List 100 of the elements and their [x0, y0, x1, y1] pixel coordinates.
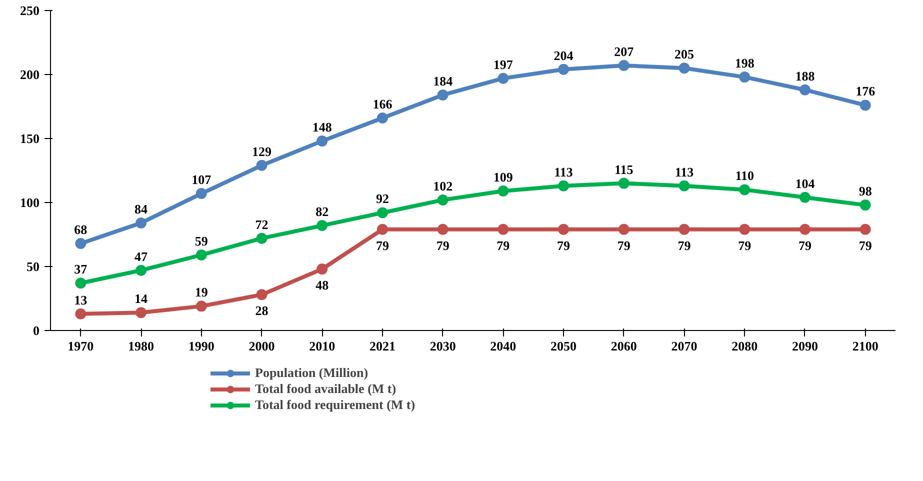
point: [618, 178, 630, 189]
y-tick-label: 50: [26, 259, 40, 274]
data-label: 198: [734, 56, 755, 71]
point: [618, 60, 630, 72]
data-label: 79: [858, 238, 872, 253]
point: [136, 307, 147, 318]
data-label: 188: [795, 68, 816, 84]
data-label: 102: [433, 178, 453, 194]
y-tick-label: 250: [20, 3, 40, 18]
data-label: 72: [255, 216, 268, 232]
point: [316, 220, 328, 232]
data-label: 184: [433, 73, 454, 88]
data-label: 107: [192, 172, 212, 188]
point: [136, 264, 147, 276]
x-tick-label: 2070: [671, 338, 698, 354]
point: [860, 200, 871, 211]
data-label: 28: [255, 303, 269, 318]
data-label: 129: [252, 144, 272, 159]
data-label: 79: [617, 238, 631, 253]
point: [196, 300, 207, 312]
point: [316, 136, 328, 147]
point: [316, 264, 328, 275]
data-label: 176: [856, 84, 876, 99]
x-tick-label: 1970: [68, 338, 94, 354]
point: [498, 185, 509, 196]
x-tick-label: 2000: [248, 338, 275, 354]
point: [136, 217, 147, 228]
y-tick-label: 100: [20, 195, 40, 210]
x-tick-label: 2040: [490, 338, 516, 354]
data-label: 47: [134, 248, 148, 264]
point: [799, 84, 810, 96]
point: [799, 192, 810, 203]
point: [376, 112, 388, 124]
data-label: 79: [496, 238, 510, 253]
x-tick-label: 2060: [610, 338, 637, 354]
point: [678, 224, 690, 235]
y-tick-label: 200: [20, 67, 40, 82]
legend-label: Population (Million): [255, 365, 368, 381]
x-tick-label: 2021: [369, 338, 396, 354]
point: [860, 224, 871, 235]
point: [437, 194, 448, 206]
data-label: 79: [436, 238, 450, 253]
data-label: 84: [134, 201, 148, 216]
point: [739, 72, 750, 83]
point: [678, 62, 690, 74]
point: [618, 224, 630, 235]
legend-label: Total food requirement (M t): [255, 397, 416, 413]
data-label: 79: [557, 238, 571, 253]
data-label: 13: [74, 292, 88, 308]
point: [437, 224, 448, 235]
data-label: 79: [798, 238, 812, 253]
data-label: 113: [674, 164, 694, 180]
data-label: 19: [194, 284, 208, 300]
point: [256, 289, 268, 300]
data-label: 37: [74, 262, 88, 277]
point: [256, 160, 268, 171]
data-label: 82: [316, 204, 329, 220]
x-tick-label: 2080: [732, 338, 758, 354]
data-label: 148: [312, 120, 332, 135]
point: [558, 64, 570, 75]
point: [75, 308, 86, 320]
data-label: 68: [74, 222, 88, 237]
x-tick-label: 2050: [550, 338, 577, 354]
point: [498, 72, 509, 84]
point: [558, 180, 570, 192]
point: [437, 89, 448, 100]
data-label: 59: [194, 233, 208, 248]
point: [75, 278, 86, 289]
data-label: 197: [493, 56, 514, 72]
point: [678, 180, 690, 192]
data-label: 204: [554, 48, 574, 63]
data-label: 79: [678, 238, 692, 253]
x-tick-label: 1980: [128, 338, 154, 354]
point: [498, 224, 509, 235]
data-label: 14: [134, 291, 148, 306]
data-label: 92: [376, 191, 389, 206]
x-tick-label: 2010: [309, 338, 336, 354]
y-tick-label: 0: [33, 323, 40, 338]
data-label: 113: [554, 164, 574, 180]
point: [860, 100, 871, 111]
point: [558, 224, 570, 235]
point: [799, 224, 810, 235]
data-label: 79: [376, 238, 390, 253]
x-tick-label: 2030: [430, 338, 456, 354]
point: [196, 249, 207, 260]
point: [256, 232, 268, 244]
y-tick-label: 150: [20, 131, 40, 146]
data-label: 98: [858, 184, 872, 199]
x-tick-label: 1990: [188, 338, 214, 354]
data-label: 166: [372, 96, 393, 112]
point: [376, 224, 388, 235]
data-label: 205: [674, 46, 694, 62]
data-label: 109: [493, 169, 514, 184]
data-label: 79: [738, 238, 752, 253]
x-tick-label: 2100: [852, 338, 878, 354]
data-label: 104: [795, 176, 816, 191]
point: [739, 224, 750, 235]
data-label: 207: [614, 44, 634, 60]
data-label: 115: [614, 162, 634, 177]
point: [376, 207, 388, 218]
